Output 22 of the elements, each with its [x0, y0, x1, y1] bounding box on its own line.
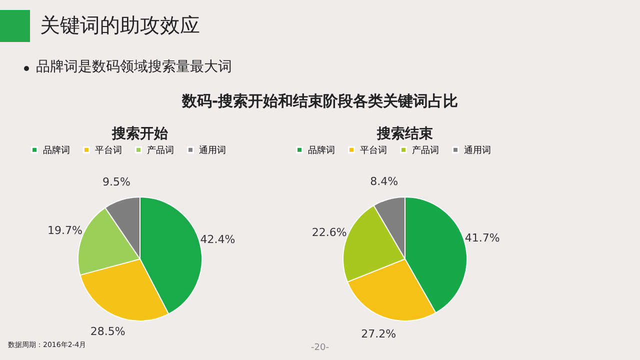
legend-label: 产品词: [147, 144, 174, 156]
legend-label: 平台词: [95, 144, 122, 156]
chart-title: 搜索开始: [111, 126, 169, 142]
data-label: 9.5%: [102, 176, 130, 189]
legend-label: 通用词: [199, 144, 226, 156]
chart-title: 搜索结束: [376, 126, 433, 142]
text: 数码-搜索开始和结束阶段各类关键词占比: [180, 92, 460, 111]
data-label: 28.5%: [90, 325, 126, 338]
data-label: 22.6%: [312, 226, 347, 239]
data-label: 42.4%: [200, 232, 236, 246]
data-label: 27.2%: [361, 328, 396, 341]
legend-label: 品牌词: [43, 144, 70, 156]
data-label: 8.4%: [370, 174, 398, 188]
text: 品牌词是数码领域搜索量最大词: [36, 58, 232, 76]
legend-label: 品牌词: [308, 144, 335, 156]
text: -20-: [311, 343, 329, 353]
data-label: 41.7%: [464, 231, 500, 244]
legend-label: 通用词: [464, 144, 491, 156]
legend-label: 产品词: [412, 144, 439, 156]
data-label: 19.7%: [48, 224, 82, 238]
legend-label: 平台词: [360, 144, 387, 156]
text: 关键词的助攻效应: [40, 12, 200, 39]
